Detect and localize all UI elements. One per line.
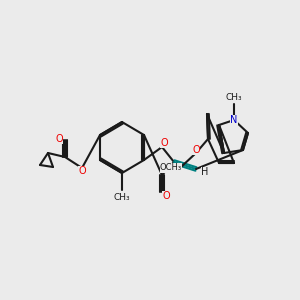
Text: CH₃: CH₃: [226, 92, 242, 101]
Text: O: O: [55, 134, 63, 144]
Text: CH₃: CH₃: [114, 194, 130, 202]
Text: O: O: [162, 191, 170, 201]
Text: OCH₃: OCH₃: [160, 164, 182, 172]
Text: O: O: [78, 166, 86, 176]
Text: H: H: [201, 167, 209, 177]
Text: O: O: [160, 138, 168, 148]
Text: O: O: [192, 145, 200, 155]
Text: N: N: [230, 115, 238, 125]
